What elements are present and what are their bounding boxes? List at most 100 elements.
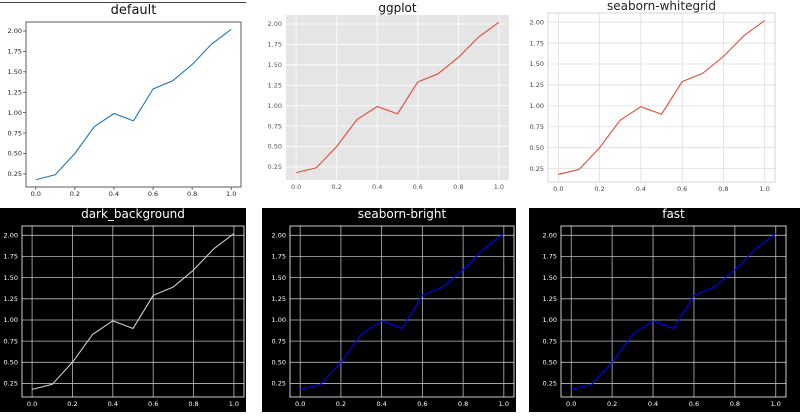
- chart-dark_background-x-tick-label: 1.0: [229, 400, 239, 408]
- chart-fast-x-tick-label: 0.8: [730, 400, 740, 408]
- chart-default-x-tick-label: 1.0: [226, 190, 236, 198]
- chart-default-y-tick-label: 0.50: [8, 150, 22, 158]
- chart-default-y-tick-label: 0.75: [8, 129, 22, 137]
- chart-seaborn-bright-x-tick-label: 0.4: [376, 400, 386, 408]
- chart-ggplot-x-tick-label: 0.8: [453, 183, 463, 191]
- chart-ggplot-y-tick-label: 1.75: [268, 41, 282, 49]
- chart-dark_background-x-tick-label: 0.6: [148, 400, 158, 408]
- chart-seaborn-whitegrid-x-tick-label: 0.4: [636, 185, 646, 193]
- chart-seaborn-bright-y-tick-label: 1.25: [272, 295, 286, 303]
- chart-fast-x-tick-label: 0.6: [689, 400, 699, 408]
- chart-fast-y-tick-label: 1.00: [543, 316, 557, 324]
- chart-seaborn-whitegrid-title: seaborn-whitegrid: [607, 0, 716, 13]
- chart-seaborn-bright-y-tick-label: 0.75: [272, 337, 286, 345]
- chart-dark_background-y-tick-label: 2.00: [4, 232, 18, 240]
- chart-seaborn-bright-x-tick-label: 0.2: [336, 400, 346, 408]
- chart-default-y-tick-label: 1.50: [8, 68, 22, 76]
- chart-dark_background-x-tick-label: 0.2: [67, 400, 77, 408]
- chart-seaborn-bright-y-tick-label: 0.50: [272, 358, 286, 366]
- chart-default-title: default: [111, 3, 157, 18]
- chart-ggplot-y-tick-label: 0.75: [268, 122, 282, 130]
- chart-ggplot-x-tick-label: 0.2: [332, 183, 342, 191]
- chart-seaborn-bright-x-tick-label: 0.0: [295, 400, 305, 408]
- chart-dark_background-y-tick-label: 1.75: [4, 253, 18, 261]
- chart-dark_background-x-tick-label: 0.8: [188, 400, 198, 408]
- chart-default-y-tick-label: 1.00: [8, 109, 22, 117]
- chart-ggplot-y-tick-label: 1.00: [268, 102, 282, 110]
- chart-ggplot-title: ggplot: [378, 1, 417, 15]
- chart-ggplot-x-tick-label: 0.4: [372, 183, 382, 191]
- chart-fast-y-tick-label: 2.00: [543, 232, 557, 240]
- chart-seaborn-whitegrid-x-tick-label: 0.2: [594, 185, 604, 193]
- chart-default-y-tick-label: 1.25: [8, 88, 22, 96]
- chart-default-x-tick-label: 0.0: [31, 190, 41, 198]
- chart-seaborn-whitegrid-x-tick-label: 0.8: [718, 185, 728, 193]
- chart-seaborn-bright-x-tick-label: 0.6: [417, 400, 427, 408]
- chart-ggplot-y-tick-label: 0.50: [268, 143, 282, 151]
- chart-fast-y-tick-label: 0.25: [543, 380, 557, 388]
- chart-dark_background-axes-frame: [21, 225, 245, 398]
- chart-dark_background-y-tick-label: 0.25: [4, 380, 18, 388]
- chart-default-y-tick-label: 0.25: [8, 170, 22, 178]
- chart-seaborn-whitegrid-y-tick-label: 1.75: [530, 39, 544, 47]
- chart-fast-y-tick-label: 0.75: [543, 337, 557, 345]
- chart-fast-y-tick-label: 1.50: [543, 274, 557, 282]
- chart-seaborn-whitegrid-axes-frame: [547, 12, 776, 183]
- chart-seaborn-whitegrid-x-tick-label: 0.0: [553, 185, 563, 193]
- chart-default-y-tick-label: 2.00: [8, 27, 22, 35]
- chart-seaborn-bright-y-tick-label: 1.50: [272, 274, 286, 282]
- chart-seaborn-whitegrid-y-tick-label: 1.50: [530, 60, 544, 68]
- chart-ggplot-x-tick-label: 0.6: [413, 183, 423, 191]
- chart-ggplot-y-tick-label: 0.25: [268, 163, 282, 171]
- chart-dark_background-y-tick-label: 1.00: [4, 316, 18, 324]
- chart-fast-title: fast: [662, 207, 685, 221]
- chart-fast-plot-area: [561, 226, 786, 397]
- chart-seaborn-whitegrid-x-tick-label: 0.6: [677, 185, 687, 193]
- chart-default-x-tick-label: 0.2: [70, 190, 80, 198]
- chart-seaborn-bright-y-tick-label: 1.75: [272, 253, 286, 261]
- chart-default-x-tick-label: 0.4: [109, 190, 119, 198]
- chart-seaborn-bright-plot-area: [290, 226, 514, 397]
- chart-seaborn-bright-axes-frame: [289, 225, 515, 398]
- chart-fast-y-tick-label: 0.50: [543, 358, 557, 366]
- chart-seaborn-whitegrid-plot-area: [548, 13, 775, 182]
- chart-ggplot-y-tick-label: 1.50: [268, 61, 282, 69]
- chart-fast-axes-frame: [560, 225, 787, 398]
- chart-fast-x-tick-label: 0.4: [648, 400, 658, 408]
- chart-default-x-tick-label: 0.8: [187, 190, 197, 198]
- chart-dark_background-y-tick-label: 1.25: [4, 295, 18, 303]
- chart-dark_background-y-tick-label: 0.50: [4, 358, 18, 366]
- chart-seaborn-bright-y-tick-label: 0.25: [272, 380, 286, 388]
- chart-dark_background-title: dark_background: [81, 207, 185, 221]
- chart-seaborn-bright-x-tick-label: 0.8: [458, 400, 468, 408]
- chart-seaborn-whitegrid-y-tick-label: 0.25: [530, 165, 544, 173]
- chart-fast-y-tick-label: 1.75: [543, 253, 557, 261]
- chart-seaborn-whitegrid-y-tick-label: 0.50: [530, 144, 544, 152]
- chart-ggplot-x-tick-label: 0.0: [291, 183, 301, 191]
- chart-dark_background-y-tick-label: 1.50: [4, 274, 18, 282]
- top-rule: [0, 2, 246, 3]
- chart-fast-y-tick-label: 1.25: [543, 295, 557, 303]
- chart-seaborn-whitegrid-y-tick-label: 0.75: [530, 123, 544, 131]
- chart-seaborn-bright-x-tick-label: 1.0: [499, 400, 509, 408]
- chart-seaborn-whitegrid-y-tick-label: 1.00: [530, 102, 544, 110]
- chart-seaborn-whitegrid-y-tick-label: 1.25: [530, 81, 544, 89]
- chart-ggplot-y-tick-label: 1.25: [268, 81, 282, 89]
- chart-default-y-tick-label: 1.75: [8, 48, 22, 56]
- chart-seaborn-bright-y-tick-label: 2.00: [272, 232, 286, 240]
- chart-seaborn-bright-title: seaborn-bright: [358, 207, 447, 221]
- chart-seaborn-whitegrid-y-tick-label: 2.00: [530, 18, 544, 26]
- chart-ggplot-y-tick-label: 2.00: [268, 20, 282, 28]
- chart-default-plot-area: [26, 22, 241, 187]
- chart-default-axes-frame: [25, 21, 242, 188]
- chart-seaborn-bright-y-tick-label: 1.00: [272, 316, 286, 324]
- chart-fast-x-tick-label: 1.0: [771, 400, 781, 408]
- chart-ggplot-plot-area: [286, 15, 509, 180]
